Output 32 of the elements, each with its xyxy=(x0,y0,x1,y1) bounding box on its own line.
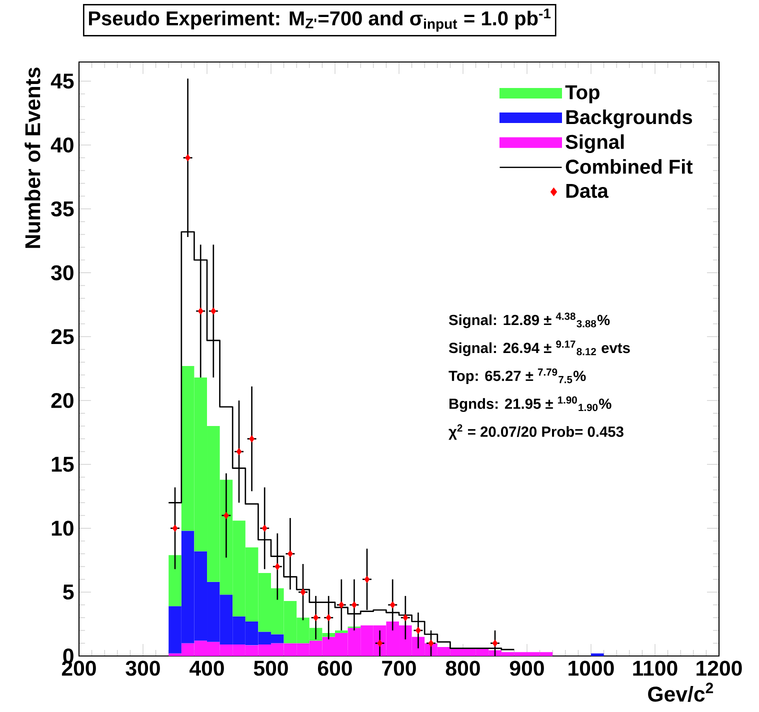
y-tick-label: 45 xyxy=(50,74,74,89)
y-tick-label: 30 xyxy=(51,265,74,280)
legend-label: Combined Fit xyxy=(566,159,693,174)
y-tick-label: 20 xyxy=(51,392,74,408)
annotation: χ$^{2}$ = 20.07/20 Prob= 0.453 xyxy=(448,424,624,440)
y-axis-title: Number of Events xyxy=(24,68,40,248)
x-tick-label: 800 xyxy=(446,660,480,676)
legend-label: Top xyxy=(565,85,600,104)
legend-label: Backgrounds xyxy=(566,109,692,128)
x-tick-label: 500 xyxy=(254,660,288,676)
x-tick-label: 1000 xyxy=(568,660,614,676)
x-tick-label: 600 xyxy=(318,660,352,676)
annotation: Top: 65.27 ± $^{7.79}$$_{7.5}$% xyxy=(448,368,586,384)
x-tick-label: 400 xyxy=(190,660,224,676)
annotation: Signal: 26.94 ± $^{9.17}$$_{8.12}$ evts xyxy=(448,340,630,356)
x-tick-label: 700 xyxy=(382,660,416,676)
y-tick-label: 40 xyxy=(50,137,74,153)
y-tick-label: 25 xyxy=(51,329,74,344)
x-tick-label: 900 xyxy=(510,660,544,676)
y-tick-label: 5 xyxy=(63,584,74,600)
x-tick-label: 1100 xyxy=(633,660,678,676)
annotation: Signal: 12.89 ± $^{4.38}$$_{3.88}$% xyxy=(448,312,610,328)
x-tick-label: 300 xyxy=(126,660,160,676)
y-tick-label: 35 xyxy=(51,201,74,216)
x-tick-label: 1200 xyxy=(696,660,742,676)
x-axis-title: Gev/c$^{2}$ xyxy=(648,682,714,702)
annotation: Bgnds: 21.95 ± $^{1.90}$$_{1.90}$% xyxy=(450,396,612,412)
chart-title: Pseudo Experiment: M$_{Z'}$=700 and σ$_{input}$ = 1.0 pb$^{-1}$ xyxy=(89,8,551,32)
y-tick-label: 10 xyxy=(52,520,74,536)
y-tick-label: 15 xyxy=(52,456,74,472)
legend-label: Signal xyxy=(566,134,624,154)
legend-label: Data xyxy=(566,184,609,198)
